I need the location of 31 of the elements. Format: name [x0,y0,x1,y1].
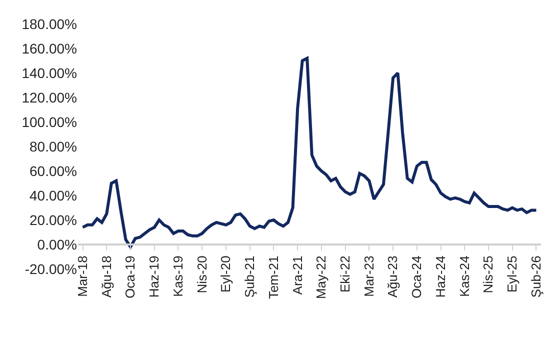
x-tick-label: Haz-24 [432,256,448,298]
x-tick-label: Şub-26 [528,256,544,298]
y-tick-label: 100.00% [22,114,77,130]
x-tick-label: Haz-19 [146,256,162,298]
x-tick-label: May-22 [314,256,329,300]
y-tick-label: 80.00% [30,138,77,154]
x-tick-label: Mar-23 [361,256,376,297]
y-tick-label: -20.00% [24,260,77,277]
x-tick-label: Ara-21 [290,256,305,295]
x-tick-label: Şub-21 [242,256,258,298]
y-tick-label: 160.00% [22,40,77,56]
x-tick-label: Nis-25 [480,256,496,294]
y-tick-label: 140.00% [22,64,77,81]
x-tick-label: Ağu-18 [98,256,114,298]
x-tick-label: Oca-24 [409,256,424,298]
y-tick-label: 60.00% [30,162,77,179]
x-tick-label: Tem-21 [266,256,281,300]
x-tick-label: Eki-22 [338,256,353,293]
x-tick-label: Eyl-25 [504,256,520,293]
x-tick-label: Ağu-23 [385,256,400,298]
y-tick-label: 120.00% [22,89,77,106]
y-tick-label: 180.00% [22,16,77,32]
x-tick-label: Eyl-20 [218,256,234,293]
x-tick-label: Kas-19 [170,256,186,297]
x-tick-label: Kas-24 [456,256,472,297]
y-tick-label: 40.00% [30,187,77,204]
y-tick-label: 20.00% [30,212,77,228]
y-tick-label: 0.00% [37,236,77,252]
x-tick-label: Oca-19 [122,256,138,298]
x-tick-label: Nis-20 [194,256,210,294]
line-series [81,56,538,248]
